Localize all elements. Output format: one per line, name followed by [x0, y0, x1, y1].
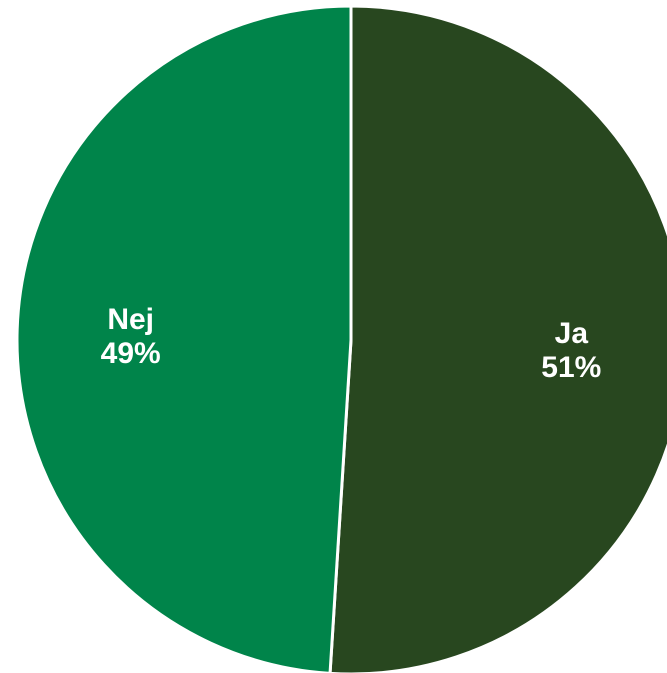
- pie-slice-nej: [15, 4, 353, 673]
- pie-slices: [15, 4, 667, 673]
- pie-slice-ja: [328, 4, 667, 673]
- slice-category-label: Ja: [555, 317, 589, 350]
- slice-category-label: Nej: [107, 303, 154, 336]
- slice-percent-label: 51%: [541, 351, 601, 384]
- pie-labels: Ja 51% Nej 49%: [101, 303, 602, 384]
- slice-percent-label: 49%: [101, 337, 161, 370]
- slice-label-ja: Ja 51%: [541, 317, 601, 384]
- slice-label-nej: Nej 49%: [101, 303, 161, 370]
